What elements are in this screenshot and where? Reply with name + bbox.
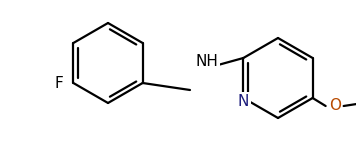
Text: O: O <box>329 98 341 114</box>
Text: NH: NH <box>195 55 219 69</box>
Text: F: F <box>55 76 64 90</box>
Text: N: N <box>238 93 249 109</box>
